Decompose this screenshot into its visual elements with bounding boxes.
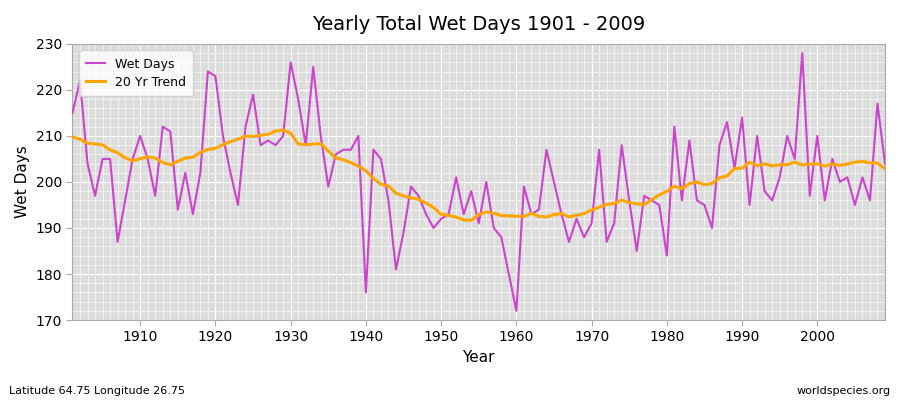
Wet Days xyxy=(518,184,529,189)
X-axis label: Year: Year xyxy=(463,350,495,365)
20 Yr Trend xyxy=(346,160,356,165)
Text: Latitude 64.75 Longitude 26.75: Latitude 64.75 Longitude 26.75 xyxy=(9,386,185,396)
20 Yr Trend xyxy=(466,218,477,223)
Wet Days xyxy=(796,51,807,56)
20 Yr Trend xyxy=(879,166,890,171)
Wet Days xyxy=(338,147,348,152)
Wet Days xyxy=(503,272,514,276)
Y-axis label: Wet Days: Wet Days xyxy=(15,146,30,218)
Text: worldspecies.org: worldspecies.org xyxy=(796,386,891,396)
20 Yr Trend xyxy=(278,128,289,132)
Wet Days xyxy=(127,156,138,161)
20 Yr Trend xyxy=(518,214,529,219)
Legend: Wet Days, 20 Yr Trend: Wet Days, 20 Yr Trend xyxy=(78,50,194,96)
20 Yr Trend xyxy=(68,134,78,139)
20 Yr Trend xyxy=(616,198,627,202)
Line: Wet Days: Wet Days xyxy=(73,53,885,311)
20 Yr Trend xyxy=(526,211,536,216)
Wet Days xyxy=(879,161,890,166)
20 Yr Trend xyxy=(301,142,311,147)
Line: 20 Yr Trend: 20 Yr Trend xyxy=(73,130,885,220)
Wet Days xyxy=(511,308,522,313)
Wet Days xyxy=(68,110,78,115)
Wet Days xyxy=(292,97,303,102)
Wet Days xyxy=(608,221,619,226)
20 Yr Trend xyxy=(127,158,138,163)
Title: Yearly Total Wet Days 1901 - 2009: Yearly Total Wet Days 1901 - 2009 xyxy=(312,15,645,34)
